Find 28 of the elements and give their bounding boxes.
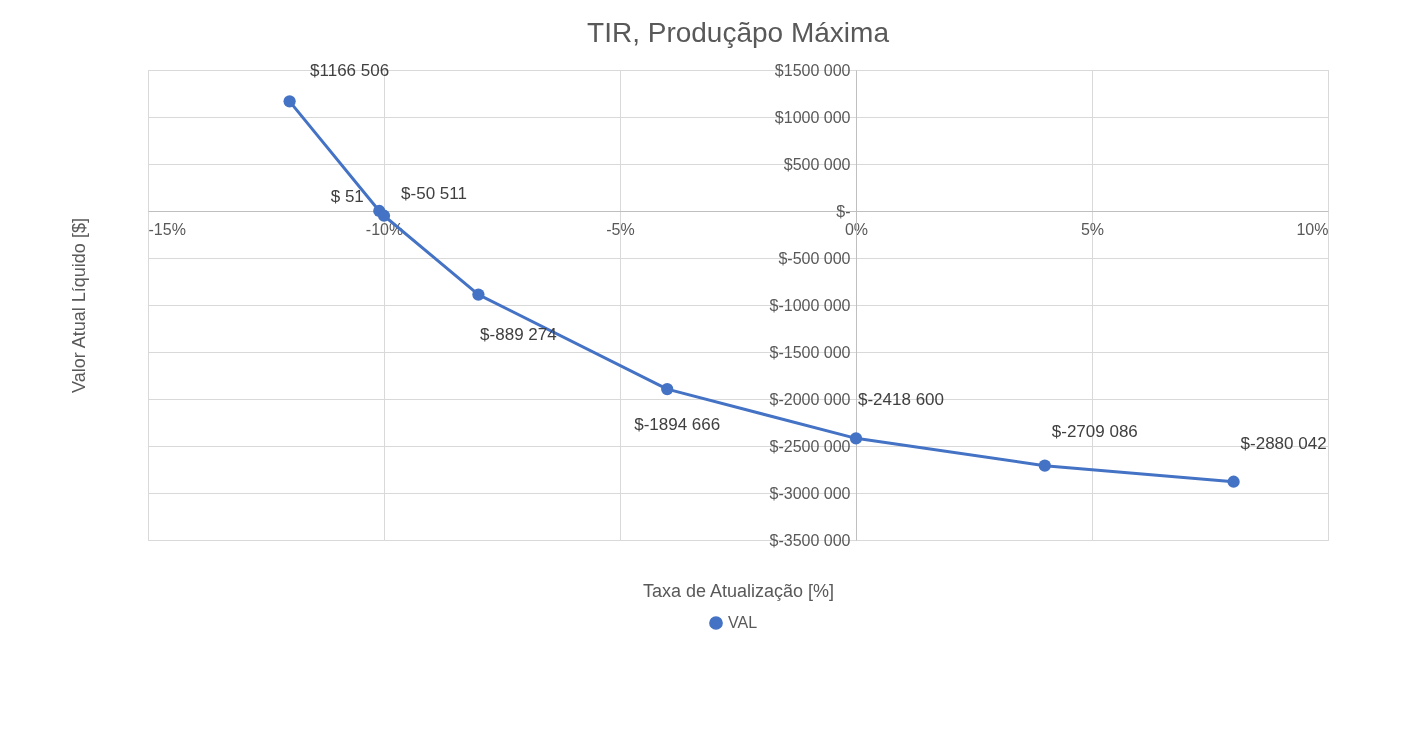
x-tick-label: 0% [844,220,869,238]
x-axis-title: Taxa de Atualização [%] [642,580,835,601]
y-tick-label: $1000 000 [774,108,851,126]
data-label: $-2709 086 [1051,421,1138,441]
legend-label: VAL [728,614,758,631]
y-axis-title: Valor Atual Líquido [$] [68,218,89,393]
data-label: $-2880 042 [1240,433,1327,453]
y-tick-label: $500 000 [783,155,851,173]
data-label: $-889 274 [480,324,557,344]
y-tick-label: $-3000 000 [769,484,851,502]
x-tick-label: 5% [1080,220,1105,238]
y-tick-label: $-2000 000 [769,390,851,408]
y-tick-label: $-3500 000 [769,531,851,549]
data-label: $-2418 600 [857,390,945,410]
y-tick-label: $- [836,202,851,220]
data-label: $-50 511 [401,183,467,203]
y-tick-label: $-1000 000 [769,296,851,314]
y-tick-label: $-2500 000 [769,437,851,455]
data-label: $1166 506 [310,61,390,81]
x-tick-label: -5% [606,220,635,238]
x-tick-label: -15% [148,220,186,238]
y-tick-label: $1500 000 [774,61,851,79]
x-tick-label: 10% [1296,220,1329,238]
data-label: $ 51 [330,187,364,206]
y-tick-label: $-1500 000 [769,343,851,361]
y-tick-label: $-500 000 [778,249,851,267]
data-label: $-1894 666 [634,415,721,435]
chart-title: TIR, Produçãpo Máxima [587,17,890,48]
